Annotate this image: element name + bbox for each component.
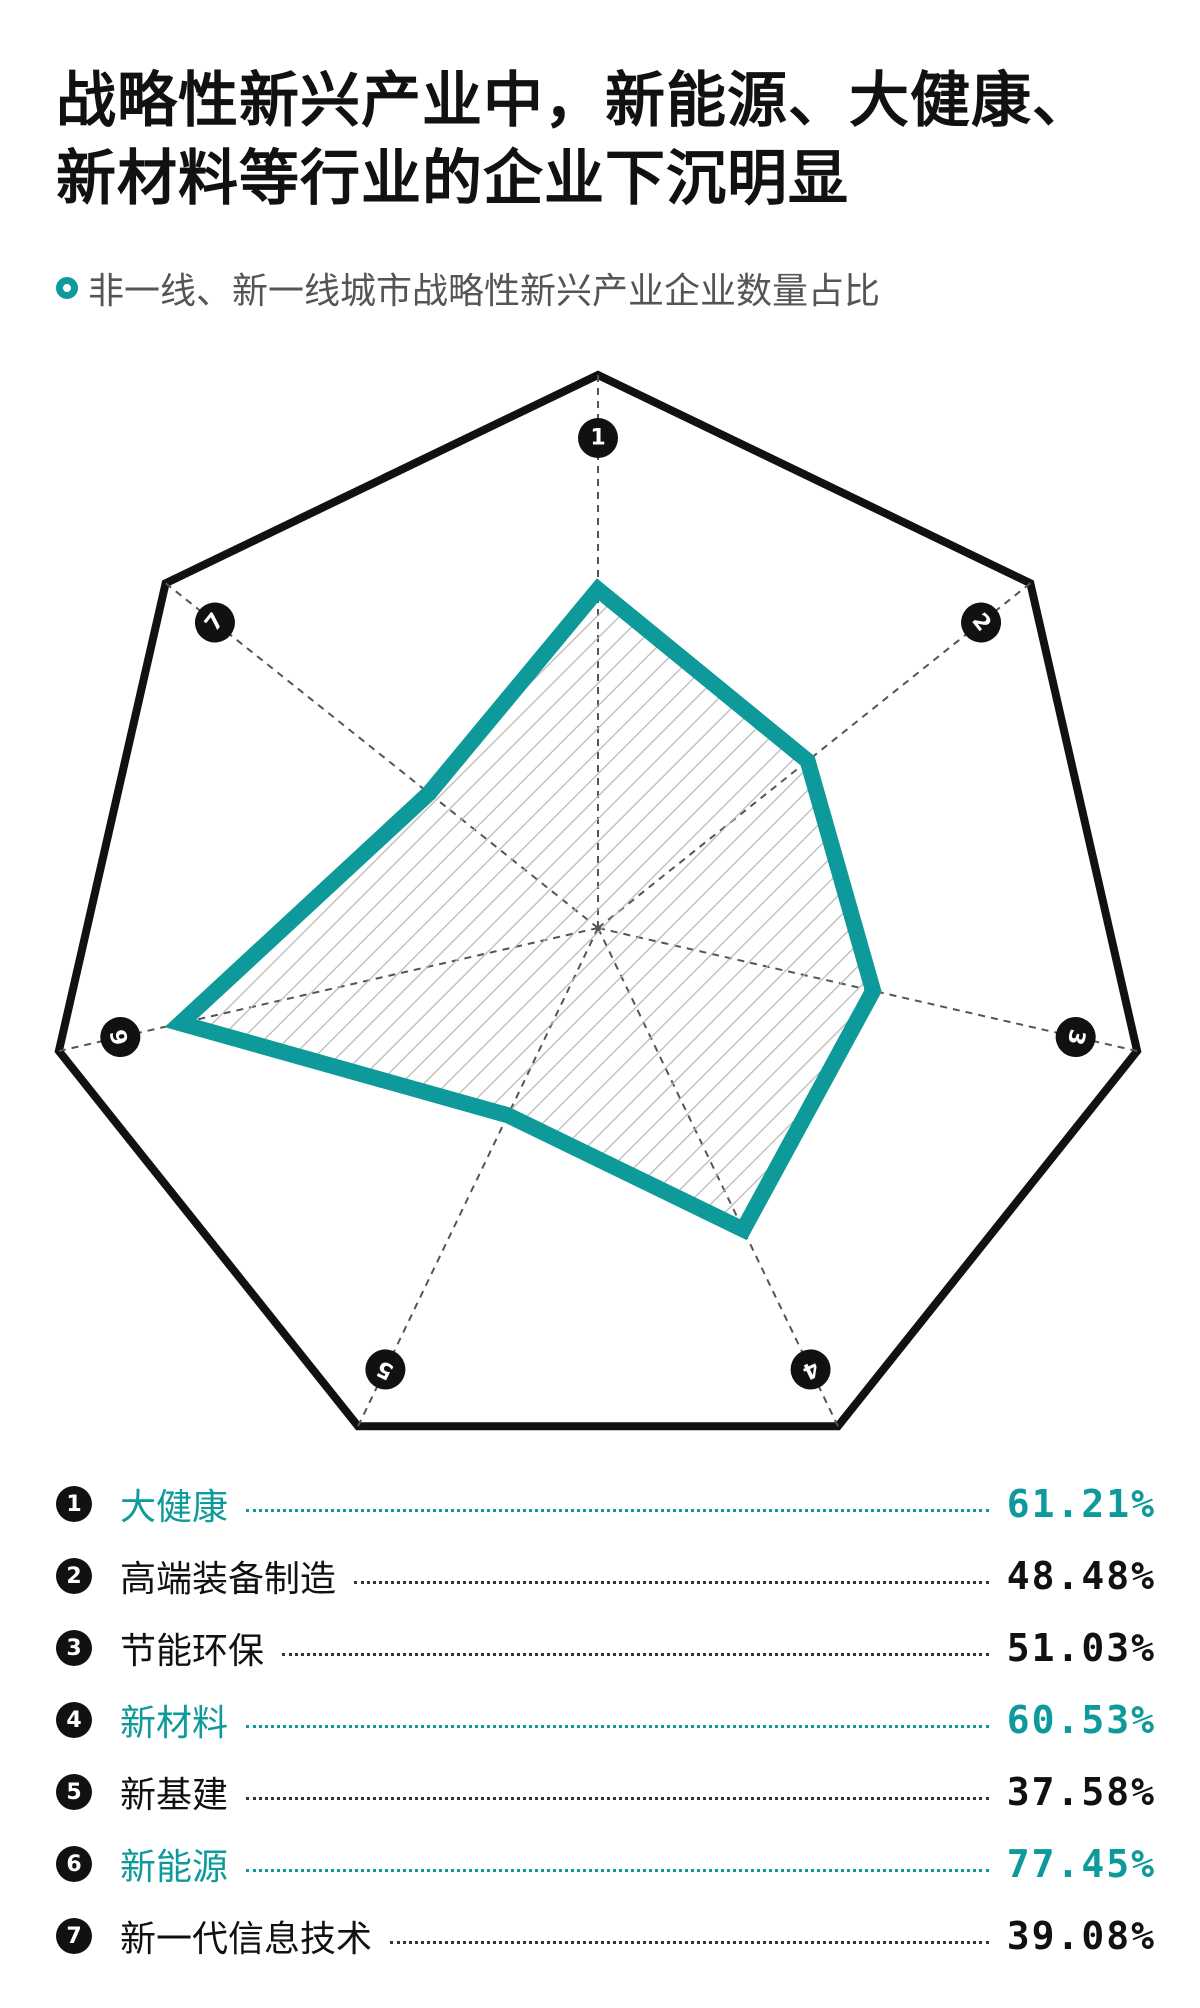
axis-badge: 4 <box>790 1349 831 1390</box>
row-label: 节能环保 <box>120 1631 265 1672</box>
value-table: 1 大健康 61.21% 2 高端装备制造 48.48% 3 节能环保 51.0… <box>56 1468 1156 1972</box>
axis-badge: 6 <box>100 1017 141 1058</box>
row-label: 新材料 <box>120 1703 229 1744</box>
axis-badge-circle <box>578 418 618 459</box>
axis-badge: 5 <box>365 1349 406 1390</box>
radar-frame <box>54 370 1142 1431</box>
dotted-leader <box>282 1652 989 1656</box>
chart-subtitle-text: 非一线、新一线城市战略性新兴产业企业数量占比 <box>88 271 881 312</box>
row-number-badge: 7 <box>56 1918 92 1954</box>
row-number-badge: 1 <box>56 1486 92 1522</box>
row-number-badge: 2 <box>56 1558 92 1594</box>
row-label: 新一代信息技术 <box>120 1919 373 1960</box>
table-row: 4 新材料 60.53% <box>56 1684 1156 1756</box>
row-label: 新能源 <box>120 1847 229 1888</box>
row-number-badge: 4 <box>56 1702 92 1738</box>
row-label: 新基建 <box>120 1775 229 1816</box>
table-row: 3 节能环保 51.03% <box>56 1612 1156 1684</box>
dotted-leader <box>354 1580 989 1584</box>
table-row: 5 新基建 37.58% <box>56 1756 1156 1828</box>
axis-badge-circle <box>194 602 235 643</box>
chart-subtitle: 非一线、新一线城市战略性新兴产业企业数量占比 <box>56 262 880 314</box>
row-label: 高端装备制造 <box>120 1559 337 1600</box>
chart-title: 战略性新兴产业中，新能源、大健康、 新材料等行业的企业下沉明显 <box>56 62 1156 218</box>
legend-ring-icon <box>56 277 78 299</box>
radar-center <box>595 925 601 931</box>
row-value: 37.58% <box>1006 1770 1156 1814</box>
axis-badge: 2 <box>961 602 1002 643</box>
table-row: 1 大健康 61.21% <box>56 1468 1156 1540</box>
axis-badge: 7 <box>194 602 235 643</box>
row-value: 39.08% <box>1006 1914 1156 1958</box>
radar-chart: 1 2 3 4 5 6 7 <box>54 370 1142 1431</box>
table-row: 7 新一代信息技术 39.08% <box>56 1900 1156 1972</box>
row-label: 大健康 <box>120 1487 229 1528</box>
row-value: 48.48% <box>1006 1554 1156 1598</box>
axis-number-label: 3 <box>1062 1027 1090 1047</box>
row-number-badge: 3 <box>56 1630 92 1666</box>
axis-badge-circle <box>790 1349 831 1390</box>
axis-badge-circle <box>1055 1017 1096 1058</box>
axis-number-label: 1 <box>590 426 605 451</box>
axis-badge-circle <box>365 1349 406 1390</box>
row-number-badge: 5 <box>56 1774 92 1810</box>
series-line <box>164 578 882 1241</box>
axis-badge: 3 <box>1055 1017 1096 1058</box>
row-value: 61.21% <box>1006 1482 1156 1526</box>
table-row: 6 新能源 77.45% <box>56 1828 1156 1900</box>
row-value: 77.45% <box>1006 1842 1156 1886</box>
axis-badge-circle <box>100 1017 141 1058</box>
dotted-leader <box>246 1796 989 1800</box>
dotted-leader <box>246 1724 989 1728</box>
dotted-leader <box>246 1508 989 1512</box>
axis-badge: 1 <box>578 418 618 459</box>
dotted-leader <box>390 1940 989 1944</box>
axis-badge-circle <box>961 602 1002 643</box>
axis-number-label: 6 <box>106 1027 134 1047</box>
chart-title-line-1: 战略性新兴产业中，新能源、大健康、 <box>56 66 1093 136</box>
row-number-badge: 6 <box>56 1846 92 1882</box>
dotted-leader <box>246 1868 989 1872</box>
table-row: 2 高端装备制造 48.48% <box>56 1540 1156 1612</box>
chart-title-line-2: 新材料等行业的企业下沉明显 <box>56 144 849 214</box>
row-value: 60.53% <box>1006 1698 1156 1742</box>
row-value: 51.03% <box>1006 1626 1156 1670</box>
